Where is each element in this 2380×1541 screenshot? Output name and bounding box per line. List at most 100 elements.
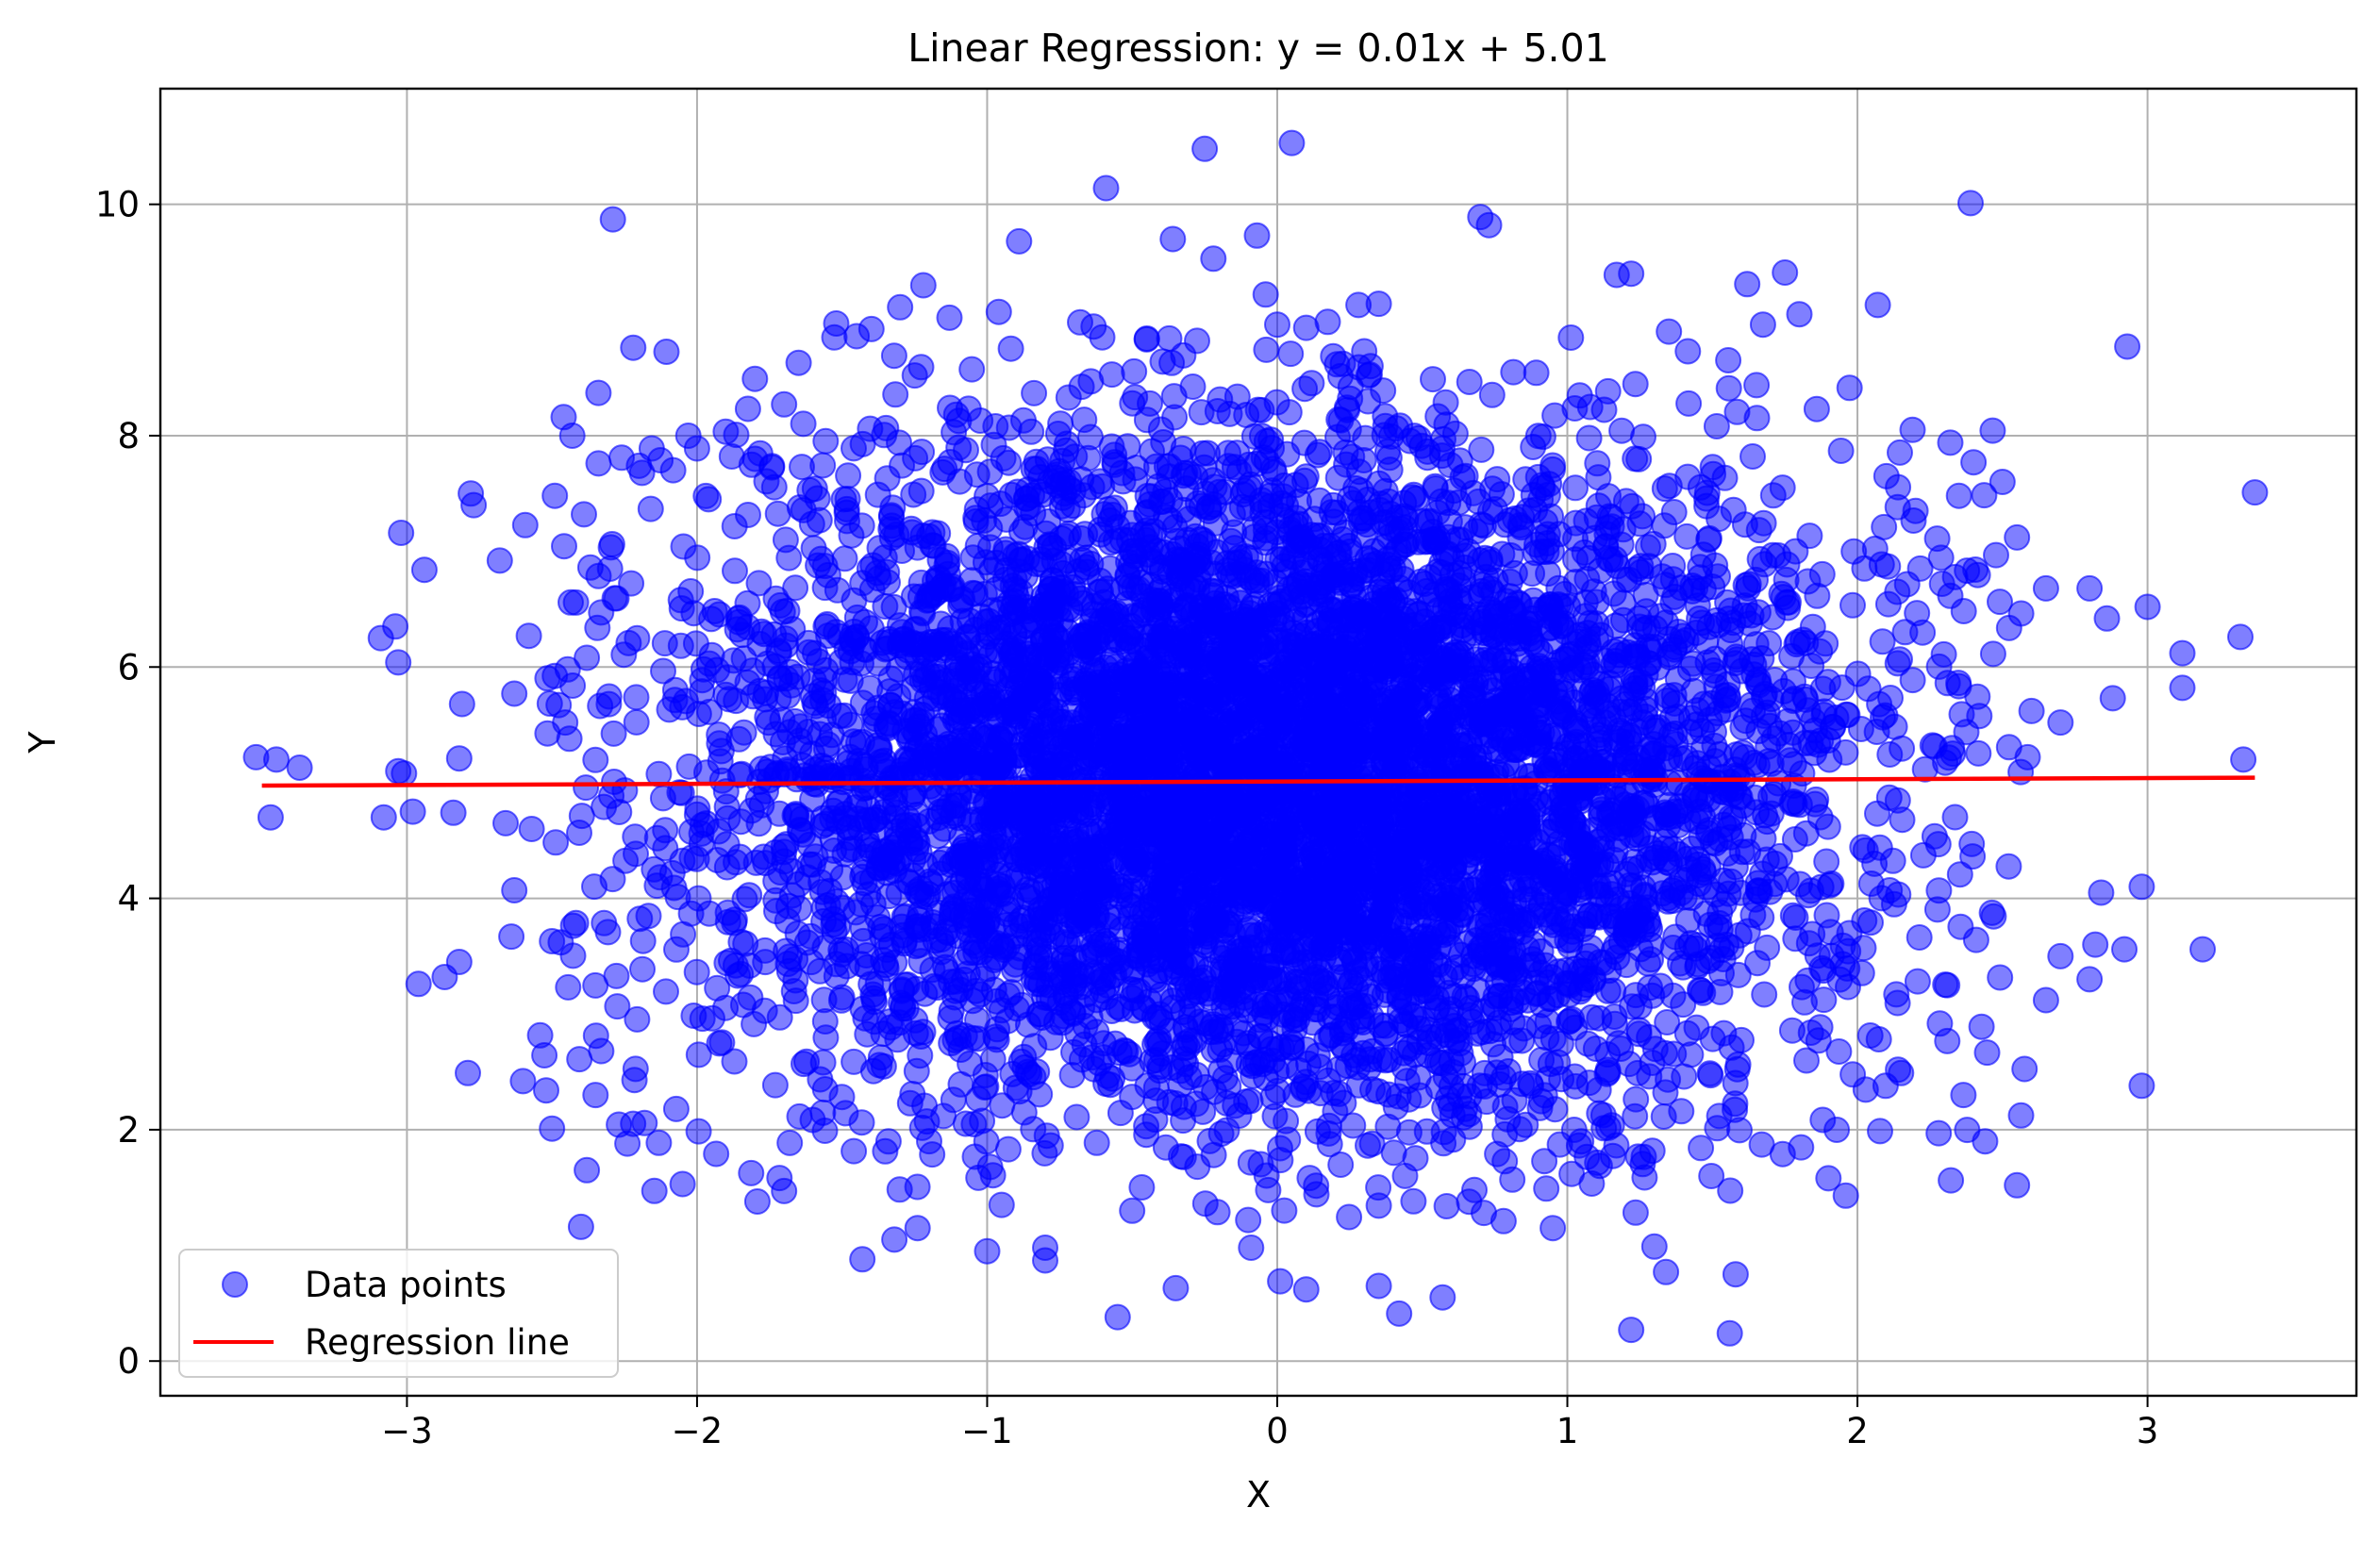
data-point [1433,411,1460,439]
data-point [790,410,817,438]
data-point [641,1177,668,1204]
data-point [1661,689,1689,717]
data-point [880,342,907,370]
data-point [1871,513,1898,540]
data-point [1715,347,1742,373]
data-point [1923,525,1951,553]
data-point [1987,588,2013,616]
data-point [1267,1147,1294,1174]
data-point [734,395,761,423]
data-point [1350,447,1377,473]
data-point [1946,861,1973,888]
data-point [1673,522,1701,550]
data-point [1400,1187,1427,1215]
data-point [631,1109,658,1136]
data-point [1175,1064,1203,1091]
data-point [960,1111,988,1137]
data-point [542,829,570,856]
data-point [1358,1130,1386,1157]
data-point [1237,1149,1264,1176]
data-point [1848,959,1875,986]
data-point [1674,338,1702,365]
data-point [582,746,609,773]
data-point [1271,1197,1298,1224]
data-point [1292,314,1320,341]
data-point [1688,1135,1715,1162]
data-point [875,883,903,910]
data-point [1291,375,1319,403]
data-point [1827,438,1855,464]
data-point [833,499,860,526]
data-point [1814,813,1841,840]
data-point [1884,989,1911,1017]
data-point [1133,325,1160,352]
data-point [908,439,936,466]
data-point [606,799,633,825]
data-point [1128,1174,1156,1201]
data-point [1937,429,1964,456]
data-point [1204,1199,1231,1226]
data-point [1422,475,1449,502]
data-point [604,993,631,1020]
data-point [1098,433,1125,460]
data-point [1836,374,1863,402]
data-point [1889,735,1916,762]
data-point [1979,417,2006,444]
data-point [1911,755,1939,783]
data-point [1767,842,1793,870]
data-point [1884,650,1911,677]
data-point [1675,389,1703,417]
data-point [1703,413,1730,439]
data-point [919,1141,946,1168]
data-point [1887,439,1913,466]
data-point [1701,719,1727,745]
data-point [1063,1103,1090,1131]
data-point [743,1188,771,1215]
data-point [1365,1192,1392,1219]
data-point [983,987,1010,1015]
data-point [1089,323,1116,351]
data-point [653,978,679,1005]
data-point [1717,1177,1744,1204]
data-point [566,1046,593,1073]
data-point [904,1173,931,1201]
data-point [1995,614,2022,641]
data-point [1639,1137,1666,1165]
data-point [872,1137,899,1165]
data-point [650,657,676,685]
data-point [958,356,986,383]
data-point [1575,424,1603,452]
data-point [1083,1129,1110,1156]
data-point [555,973,582,1001]
data-point [1524,423,1552,450]
data-point [1533,1175,1560,1202]
data-point [511,511,539,539]
data-point [1983,541,2009,569]
data-point [1809,1106,1837,1134]
data-point [1932,971,1959,999]
data-point [1906,924,1933,951]
data-point [623,684,650,711]
data-point [1216,400,1243,427]
data-point [649,785,676,812]
data-point [983,1026,1010,1053]
data-point [703,1140,730,1168]
data-point [766,1003,793,1031]
data-point [1744,599,1772,626]
data-point [1092,1070,1120,1097]
data-point [1839,591,1866,619]
data-point [1523,359,1550,387]
data-point [1698,1163,1725,1189]
data-point [870,1052,897,1080]
data-point [591,909,618,936]
data-point [712,681,740,708]
data-point [1406,1082,1433,1109]
data-point [1724,961,1752,988]
data-point [1098,361,1125,389]
data-point [685,1118,712,1145]
data-point [997,335,1024,362]
data-point [1889,806,1916,834]
data-point [1899,667,1926,694]
data-point [1562,1072,1589,1100]
data-point [722,557,748,585]
